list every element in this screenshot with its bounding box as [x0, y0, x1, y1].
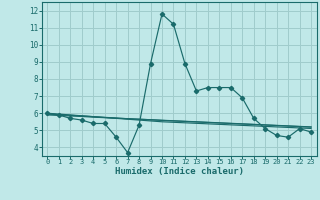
X-axis label: Humidex (Indice chaleur): Humidex (Indice chaleur): [115, 167, 244, 176]
